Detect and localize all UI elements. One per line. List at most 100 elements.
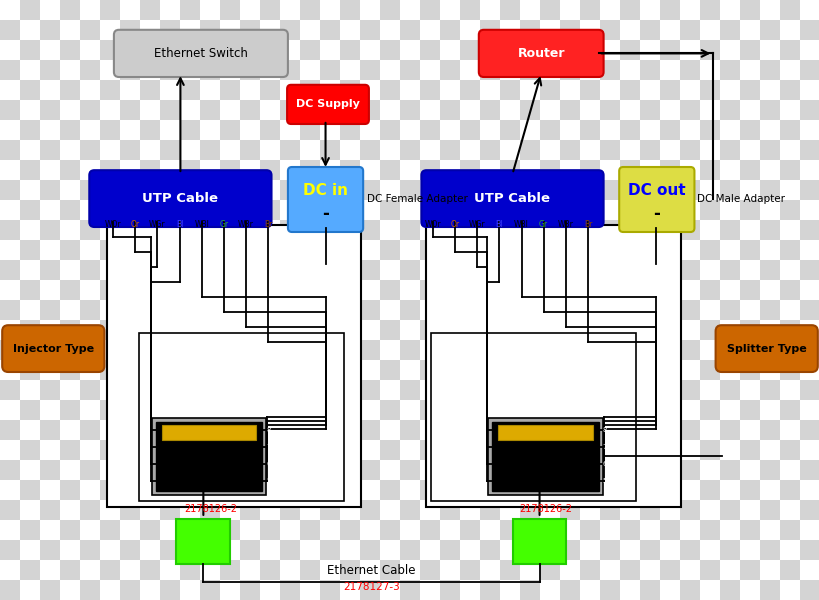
Bar [479,200,500,220]
Bar [0,520,20,540]
Text: Bl: Bl [495,220,502,229]
Bar [360,140,379,160]
Bar [80,80,100,100]
Bar [200,60,219,80]
Bar [260,340,279,360]
Bar [419,400,440,420]
Bar [519,300,540,320]
Bar [579,300,600,320]
Bar [340,160,360,180]
Bar [219,0,240,20]
Bar [619,420,639,440]
Bar [180,100,200,120]
Bar [360,0,379,20]
Bar [40,220,60,240]
Bar [40,540,60,560]
Bar [459,120,479,140]
Bar [319,580,340,600]
Bar [240,360,260,380]
Bar [260,440,279,460]
Bar [719,480,739,500]
Bar [140,60,160,80]
Bar [400,520,419,540]
Bar [160,80,180,100]
Bar [519,80,540,100]
Text: WBr: WBr [557,220,573,229]
Bar [519,160,540,180]
Text: 4: 4 [481,427,486,433]
Bar [699,240,719,260]
Bar [40,60,60,80]
Bar [540,400,559,420]
Bar [20,320,40,340]
Bar [180,360,200,380]
Bar [219,460,240,480]
Bar [739,360,759,380]
Bar [699,20,719,40]
Bar [340,20,360,40]
Bar [799,440,819,460]
Bar [20,120,40,140]
Bar [540,480,559,500]
Bar [799,560,819,580]
Bar [639,340,659,360]
Bar [540,460,559,480]
Bar [719,200,739,220]
Bar [579,400,600,420]
Bar [500,280,519,300]
Bar [500,40,519,60]
Bar [739,440,759,460]
Bar [719,100,739,120]
Bar [459,380,479,400]
FancyBboxPatch shape [2,325,104,372]
Bar [240,240,260,260]
Bar [200,580,219,600]
Bar [699,200,719,220]
Bar [619,280,639,300]
Bar [60,420,80,440]
Bar [100,360,120,380]
Bar [659,120,679,140]
Bar [779,180,799,200]
Bar [80,60,100,80]
Bar [739,0,759,20]
Bar [419,540,440,560]
Bar [300,380,319,400]
Bar [479,500,500,520]
Bar [0,80,20,100]
Bar [739,380,759,400]
Bar [100,440,120,460]
Bar [519,220,540,240]
Bar [120,380,140,400]
Bar [80,480,100,500]
Bar [779,560,799,580]
Bar [140,120,160,140]
Bar [200,560,219,580]
Bar [559,140,579,160]
Bar [699,220,719,240]
Bar [699,120,719,140]
Bar [419,40,440,60]
Bar [360,300,379,320]
Bar [160,440,180,460]
Bar [279,340,300,360]
Bar [120,560,140,580]
Bar [219,240,240,260]
Bar [440,340,459,360]
Bar [659,300,679,320]
Bar [759,40,779,60]
Bar [739,460,759,480]
Bar [140,260,160,280]
Bar [200,540,219,560]
Bar [600,360,619,380]
Bar [559,360,579,380]
Bar [619,440,639,460]
Bar [419,160,440,180]
Bar [300,280,319,300]
Bar [80,240,100,260]
Bar [540,520,559,540]
Bar [300,180,319,200]
Bar [379,0,400,20]
Bar [160,400,180,420]
Bar [739,40,759,60]
